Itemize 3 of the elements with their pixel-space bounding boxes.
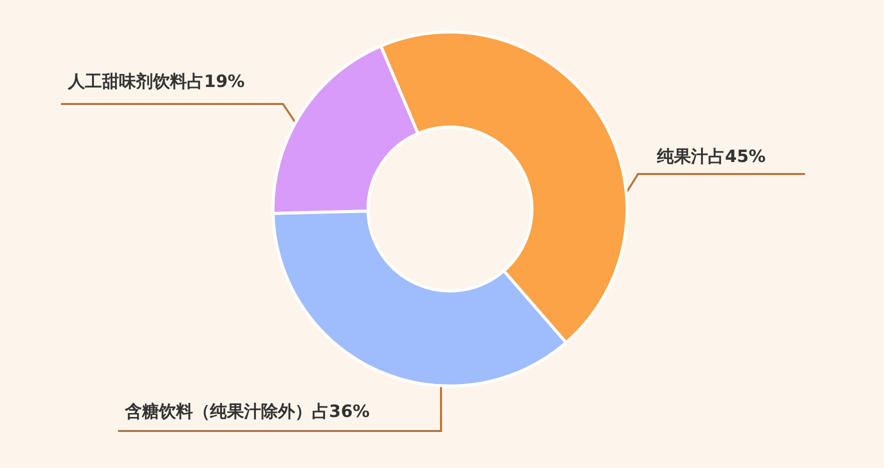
slice-label: 纯果汁占45% [656, 147, 766, 167]
slice-label: 含糖饮料（纯果汁除外）占36% [124, 402, 370, 422]
slice-label: 人工甜味剂饮料占19% [67, 72, 245, 92]
